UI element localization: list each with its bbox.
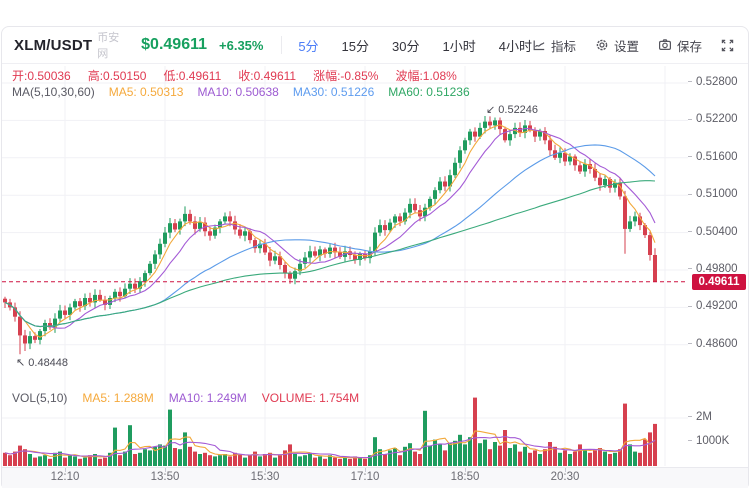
price-axis-label: 0.50400 (688, 226, 738, 238)
price-change-percent: +6.35% (219, 37, 264, 53)
time-axis-label: 12:10 (50, 471, 80, 483)
time-axis-tick (165, 468, 166, 472)
interval-tabs: 5分 15分 30分 1小时 4小时 (298, 36, 532, 55)
legend-item: MA5: 1.288M (82, 391, 154, 405)
toolbar: 指标 设置 保存 (532, 36, 736, 55)
price-axis-label: 0.49800 (688, 263, 738, 275)
time-axis-tick (465, 468, 466, 472)
price-axis-label: 0.48600 (688, 338, 738, 350)
time-axis-tick (65, 468, 66, 472)
price-axis-label: 0.52800 (688, 76, 738, 88)
settings-button[interactable]: 设置 (595, 36, 639, 55)
legend-item: 高:0.50150 (87, 69, 147, 83)
time-axis-label: 13:50 (150, 471, 180, 483)
legend-item: MA60: 0.51236 (388, 85, 470, 99)
pair-title: XLM/USDT (14, 36, 93, 54)
interval-tab-1小时[interactable]: 1小时 (442, 38, 476, 54)
legend-item: 收:0.49611 (238, 69, 297, 83)
volume-axis-label: 1000K (688, 435, 729, 447)
legend-item: MA(5,10,30,60) (12, 85, 95, 99)
legend-item: MA30: 0.51226 (292, 85, 375, 99)
interval-tab-15分[interactable]: 15分 (341, 38, 370, 54)
volume-legend-row: VOL(5,10) MA5: 1.288M MA10: 1.249M VOLUME: … (12, 391, 359, 405)
low-price-annotation: ↖ 0.48448 (16, 357, 69, 370)
legend-item: VOLUME: 1.754M (261, 391, 360, 405)
chart-header: XLM/USDT 币安网 $0.49611 +6.35% 5分 15分 30分 1小时… (2, 27, 748, 64)
legend-item: MA5: 0.50313 (108, 85, 184, 99)
interval-tab-30分[interactable]: 30分 (392, 38, 420, 54)
legend-item: 涨幅:-0.85% (313, 69, 379, 83)
time-axis-label: 18:50 (450, 471, 480, 483)
time-axis-tick (565, 468, 566, 472)
interval-tab-5分[interactable]: 5分 (298, 38, 319, 54)
last-price: $0.49611 (141, 36, 208, 53)
time-axis-label: 15:30 (250, 471, 280, 483)
high-price-annotation: ↙ 0.52246 (486, 103, 539, 116)
legend-item: VOL(5,10) (12, 391, 68, 405)
legend-item: MA10: 0.50638 (197, 85, 279, 99)
time-axis-label: 20:30 (550, 471, 580, 483)
header-divider (281, 36, 283, 54)
time-axis-tick (265, 468, 266, 472)
interval-tab-4小时[interactable]: 4小时 (498, 38, 532, 54)
price-axis-label: 0.51000 (688, 188, 738, 200)
indicator-icon (533, 40, 545, 51)
time-axis-tick (365, 468, 366, 472)
price-axis-label: 0.49200 (688, 300, 738, 312)
camera-icon (658, 39, 671, 51)
legend-item: 波幅:1.08% (395, 69, 457, 83)
legend-item: 低:0.49611 (163, 69, 222, 83)
fullscreen-icon (721, 39, 734, 51)
ohlc-summary-row: 开:0.50036 高:0.50150 低:0.49611 收:0.49611 涨幅:-… (12, 67, 457, 84)
legend-item: MA10: 1.249M (168, 391, 247, 405)
volume-axis-label: 2M (688, 411, 712, 423)
gear-icon (596, 39, 608, 51)
save-button[interactable]: 保存 (658, 36, 702, 55)
time-axis-label: 17:10 (350, 471, 380, 483)
exchange-label: 币安网 (97, 32, 120, 60)
last-price-badge: 0.49611 (692, 273, 746, 290)
indicator-button[interactable]: 指标 (532, 36, 576, 55)
price-axis-label: 0.52200 (688, 113, 738, 125)
time-axis-strip: 12:10 13:50 15:30 17:10 18:50 20:30 (2, 467, 748, 488)
legend-item: 开:0.50036 (12, 69, 71, 83)
fullscreen-button[interactable] (721, 39, 734, 52)
ma-legend-row: MA(5,10,30,60) MA5: 0.50313 MA10: 0.50638 M… (12, 85, 470, 99)
price-axis-label: 0.51600 (688, 151, 738, 163)
